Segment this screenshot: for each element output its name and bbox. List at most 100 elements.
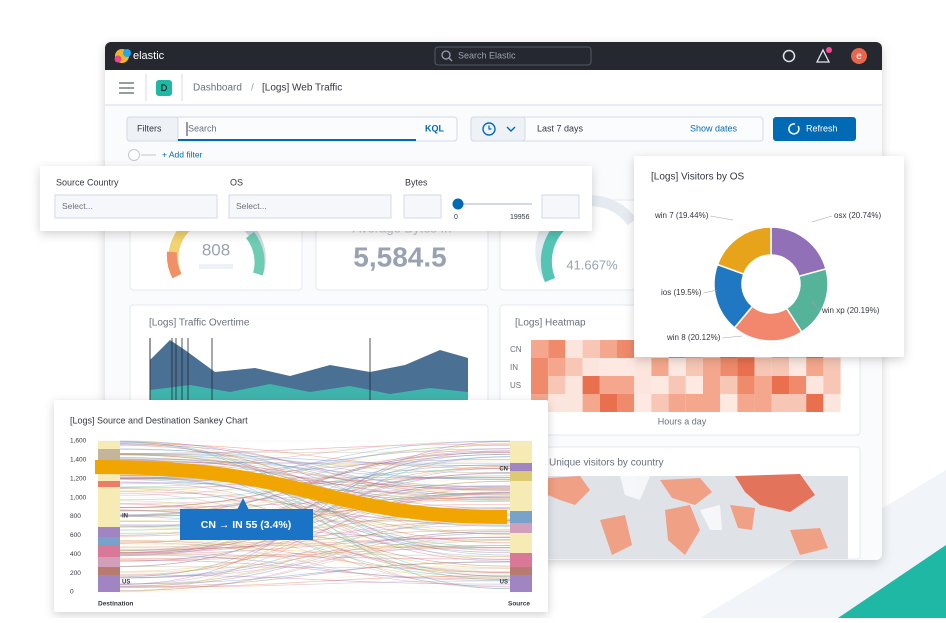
heatmap-cell (720, 376, 737, 394)
news-dot (826, 47, 832, 53)
panel-title: Unique visitors by country (549, 458, 664, 469)
heatmap-cell (772, 358, 789, 376)
heatmap-cell (772, 376, 789, 394)
sankey-node (98, 449, 120, 461)
heatmap-cell (531, 376, 548, 394)
heatmap-cell (548, 340, 565, 358)
heatmap-cell (617, 358, 634, 376)
chart-title: [Logs] Source and Destination Sankey Cha… (70, 415, 248, 425)
sankey-node (98, 487, 120, 527)
kql-toggle[interactable]: KQL (425, 123, 445, 133)
y-tick-label: 0 (70, 589, 74, 596)
sankey-node (98, 545, 120, 557)
brand: elastic (133, 50, 165, 62)
node-label: US (500, 580, 508, 586)
y-tick-label: 400 (70, 551, 81, 558)
heatmap-cell (565, 394, 582, 412)
heatmap-cell (772, 394, 789, 412)
time-range: Last 7 days (537, 123, 584, 133)
search-placeholder: Search Elastic (458, 50, 516, 60)
traffic-chart (150, 338, 468, 405)
breadcrumb-separator: / (251, 83, 254, 94)
filter-toggle[interactable] (129, 150, 140, 161)
heatmap-cell (703, 358, 720, 376)
heatmap-cell (651, 376, 668, 394)
sankey-node (510, 533, 532, 553)
heatmap-cell (548, 358, 565, 376)
heatmap-cell (789, 394, 806, 412)
control-label: Source Country (56, 177, 119, 187)
sankey-node (510, 553, 532, 567)
heatmap-cell (583, 376, 600, 394)
range-max-input[interactable] (542, 195, 579, 218)
heatmap-cell (634, 376, 651, 394)
heatmap-cell (583, 358, 600, 376)
heatmap-cell (565, 376, 582, 394)
heatmap-cell (531, 340, 548, 358)
heatmap-cell (634, 394, 651, 412)
axis-label: Source (508, 601, 530, 608)
heatmap-cell (755, 358, 772, 376)
breadcrumb-current: [Logs] Web Traffic (262, 83, 342, 94)
heatmap-cell (703, 376, 720, 394)
show-dates[interactable]: Show dates (690, 123, 738, 133)
y-tick-label: 1,000 (70, 494, 87, 501)
sankey-node (98, 441, 120, 449)
slider-min: 0 (454, 214, 458, 221)
heatmap-cell (548, 394, 565, 412)
heatmap-cell (686, 358, 703, 376)
heatmap-cell (600, 376, 617, 394)
heatmap-cell (669, 358, 686, 376)
heatmap-cell (720, 394, 737, 412)
slider-thumb[interactable] (453, 199, 464, 210)
sankey-node (510, 511, 532, 523)
heatmap-cell (617, 376, 634, 394)
sankey-node (98, 537, 120, 545)
quick-menu[interactable] (471, 117, 525, 141)
heatmap-cell (737, 358, 754, 376)
heatmap-cell (651, 358, 668, 376)
heatmap-cell (737, 394, 754, 412)
slice-label: win 8 (20.12%) (666, 333, 721, 342)
logo (123, 49, 131, 57)
heatmap-cell (806, 358, 823, 376)
heatmap-row-label: IN (510, 363, 518, 372)
sankey-node (510, 441, 532, 463)
refresh-label: Refresh (806, 123, 838, 133)
sankey-node (510, 575, 532, 592)
sankey-node (510, 471, 532, 481)
gauge-arc (172, 252, 177, 276)
logo (115, 56, 122, 63)
heatmap-cell (651, 394, 668, 412)
slice-label: win xp (20.19%) (821, 306, 880, 315)
panel-title: [Logs] Heatmap (515, 318, 586, 329)
heatmap-cell (600, 340, 617, 358)
heatmap-cell (600, 394, 617, 412)
slider-max: 19956 (510, 214, 530, 221)
sankey-node (98, 575, 120, 592)
range-min-input[interactable] (404, 195, 441, 218)
node-label: US (122, 580, 130, 586)
breadcrumb-link[interactable]: Dashboard (193, 83, 242, 94)
heatmap-cell (669, 394, 686, 412)
heatmap-cell (823, 394, 840, 412)
control-label: Bytes (405, 177, 428, 187)
heatmap-cell (617, 340, 634, 358)
heatmap-cell (583, 340, 600, 358)
node-label: IN (122, 514, 128, 520)
heatmap-cell (600, 358, 617, 376)
sankey-node (510, 523, 532, 533)
heatmap-cell (720, 358, 737, 376)
sankey-node (98, 527, 120, 537)
heatmap-cell (583, 394, 600, 412)
heatmap-cell (548, 376, 565, 394)
add-filter[interactable]: + Add filter (162, 149, 203, 159)
slice-label: osx (20.74%) (834, 211, 881, 220)
gauge-value: 41.667% (566, 257, 618, 272)
select-placeholder: Select... (236, 201, 267, 211)
heatmap-cell (789, 376, 806, 394)
heatmap-cell (531, 358, 548, 376)
heatmap-cell (686, 376, 703, 394)
sankey-node (510, 567, 532, 575)
